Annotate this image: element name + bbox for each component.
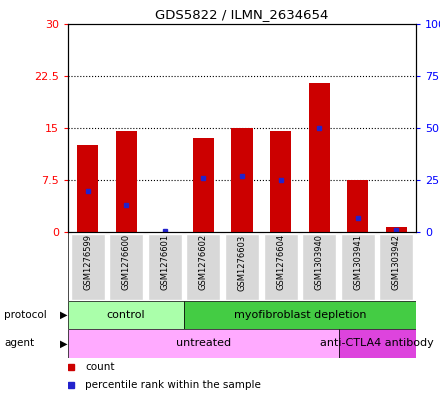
FancyBboxPatch shape [148,233,182,299]
Bar [77,145,98,232]
Bar [338,329,416,358]
Text: ▶: ▶ [60,310,68,320]
Bar [270,131,291,232]
FancyBboxPatch shape [187,233,220,299]
Text: GSM1276600: GSM1276600 [121,234,131,290]
FancyBboxPatch shape [379,233,414,299]
Text: GSM1276599: GSM1276599 [83,234,92,290]
FancyBboxPatch shape [225,233,259,299]
FancyBboxPatch shape [341,233,375,299]
FancyBboxPatch shape [302,233,336,299]
Text: anti-CTLA4 antibody: anti-CTLA4 antibody [320,338,434,349]
Text: agent: agent [4,338,34,349]
Text: GSM1303942: GSM1303942 [392,234,401,290]
Text: control: control [107,310,146,320]
Text: untreated: untreated [176,338,231,349]
Title: GDS5822 / ILMN_2634654: GDS5822 / ILMN_2634654 [155,8,329,21]
Text: GSM1276604: GSM1276604 [276,234,285,290]
Bar [193,138,214,232]
Text: GSM1303941: GSM1303941 [353,234,363,290]
Bar [116,131,137,232]
Bar [68,329,338,358]
Text: GSM1276603: GSM1276603 [238,234,246,290]
Text: protocol: protocol [4,310,47,320]
Text: GSM1276602: GSM1276602 [199,234,208,290]
Text: GSM1276601: GSM1276601 [160,234,169,290]
Bar [347,180,368,232]
Bar [386,227,407,232]
FancyBboxPatch shape [70,233,105,299]
Text: GSM1303940: GSM1303940 [315,234,324,290]
Bar [184,301,416,329]
Text: percentile rank within the sample: percentile rank within the sample [85,380,261,390]
FancyBboxPatch shape [264,233,297,299]
Text: ▶: ▶ [60,338,68,349]
Text: myofibroblast depletion: myofibroblast depletion [234,310,366,320]
Text: count: count [85,362,114,373]
Bar [231,128,253,232]
Bar [68,301,184,329]
Bar [308,83,330,232]
FancyBboxPatch shape [109,233,143,299]
